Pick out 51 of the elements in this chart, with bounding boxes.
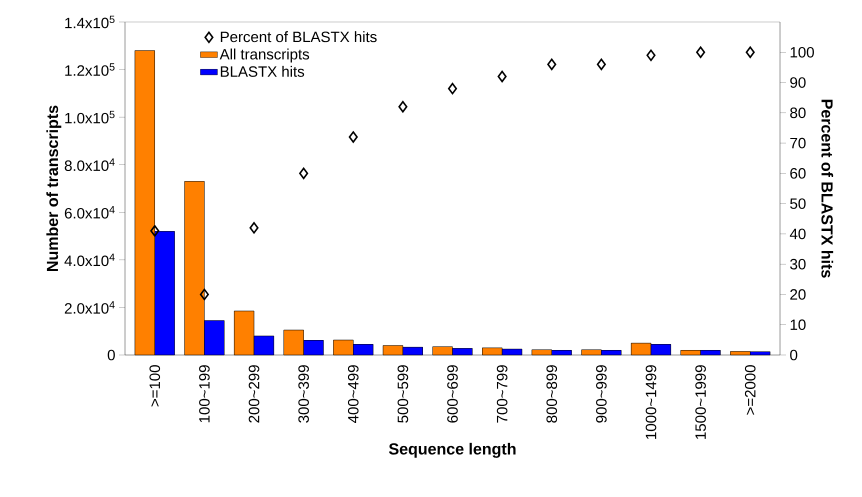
x-tick-label: 100~199 <box>199 365 210 422</box>
legend-label: Percent of BLASTX hits <box>220 31 377 42</box>
y2-axis-title: Percent of BLASTX hits <box>821 100 834 278</box>
x-tick-label: >=2000 <box>744 365 756 415</box>
point <box>200 288 209 300</box>
x-tick-label: 300~399 <box>298 365 309 423</box>
point <box>746 46 755 58</box>
x-tick-label: >=100 <box>149 365 160 406</box>
point <box>498 70 507 82</box>
point <box>448 82 458 94</box>
y-tick-label: 1.2x10$^{5}$ <box>65 63 115 76</box>
y-tick-label: 1.0x10$^{5}$ <box>65 110 115 124</box>
x-tick-label: 400~499 <box>348 365 359 423</box>
y-tick-label: 0 <box>108 350 115 360</box>
x-tick-label: 600~699 <box>447 365 458 423</box>
point <box>596 58 606 70</box>
legend-label: BLASTX hits <box>220 66 304 77</box>
y2-tick-label: 30 <box>790 258 806 270</box>
y-axis-title: Number of transcripts <box>46 106 62 271</box>
y2-tick-label: 20 <box>790 289 806 300</box>
y2-tick-label: 40 <box>790 228 806 240</box>
x-tick-label: 200~299 <box>248 365 260 423</box>
y-tick-label: 6.0x10$^{4}$ <box>64 206 115 219</box>
y2-tick-label: 10 <box>790 319 806 330</box>
x-tick-label: 900~999 <box>596 365 607 423</box>
x-tick-label: 1500~1999 <box>695 365 706 439</box>
point <box>547 58 556 70</box>
x-tick-label: 500~599 <box>398 365 408 423</box>
point <box>646 49 656 62</box>
x-tick-label: 1000~1499 <box>646 365 656 439</box>
y2-tick-label: 90 <box>790 77 806 88</box>
point <box>150 225 160 237</box>
point <box>398 100 408 113</box>
point <box>348 131 358 143</box>
x-tick-label: 800~899 <box>546 365 558 423</box>
y2-tick-label: 0 <box>790 350 798 360</box>
y2-tick-label: 60 <box>790 168 806 179</box>
point <box>249 222 259 234</box>
point <box>696 46 706 58</box>
legend-label: All transcripts <box>220 48 310 62</box>
y-tick-label: 4.0x10$^{4}$ <box>64 254 115 266</box>
y2-tick-label: 50 <box>790 198 806 209</box>
y-tick-label: 8.0x10$^{4}$ <box>64 158 115 171</box>
y2-tick-label: 100 <box>790 46 814 58</box>
y-tick-label: 2.0x10$^{4}$ <box>64 301 115 314</box>
x-tick-label: 700~799 <box>496 365 508 423</box>
y2-tick-label: 80 <box>790 108 806 118</box>
y-tick-label: 1.4x10$^{5}$ <box>65 16 115 28</box>
y2-tick-label: 70 <box>790 138 806 148</box>
point <box>299 168 308 180</box>
x-axis-title: Sequence length <box>388 442 516 458</box>
